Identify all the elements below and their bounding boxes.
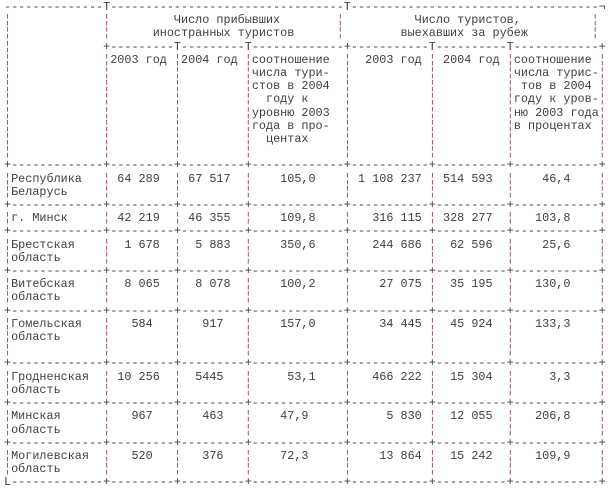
- tourism-statistics-ascii-table: --------------T-------------------------…: [4, 0, 606, 490]
- document-page: --------------T-------------------------…: [4, 0, 606, 490]
